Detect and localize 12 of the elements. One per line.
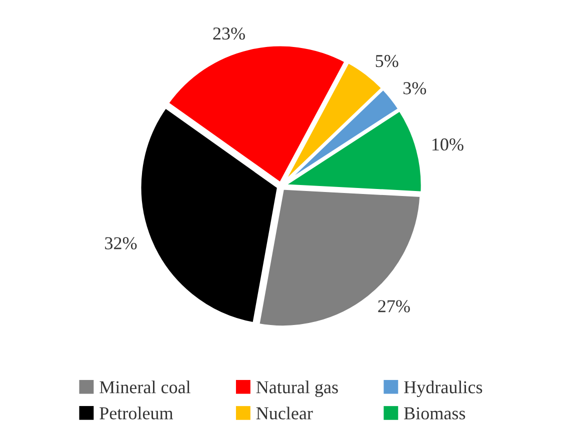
data-label: 32% (105, 237, 137, 250)
legend-label: Nuclear (256, 406, 313, 420)
data-label: 10% (432, 138, 464, 151)
legend-label: Biomass (404, 407, 466, 420)
data-label: 23% (213, 27, 245, 40)
legend-label: Mineral coal (100, 380, 190, 394)
data-label: 5% (376, 54, 398, 68)
legend-label: Hydraulics (404, 380, 482, 398)
data-label: 3% (403, 82, 426, 94)
legend-label: Petroleum (100, 406, 174, 420)
legend-label: Natural gas (256, 380, 338, 398)
data-label: 27% (378, 300, 410, 312)
